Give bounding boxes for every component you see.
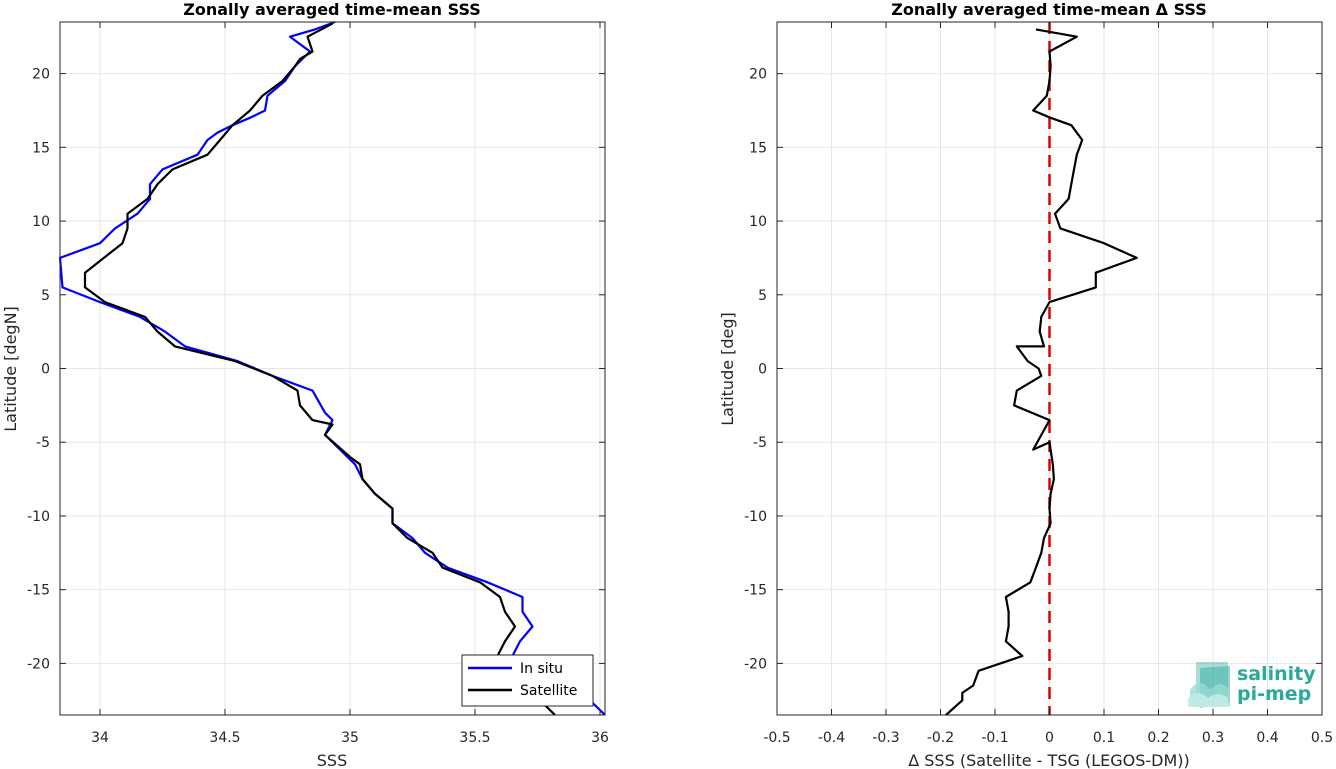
left-x-tick-label-2: 35 [341,730,359,746]
left-x-tick-label-3: 35.5 [459,730,490,746]
right-series-line-delta [945,28,1138,716]
left-y-tick-label-2: -10 [27,509,50,525]
left-series-group [58,20,606,716]
left-y-axis-label: Latitude [degN] [1,306,20,432]
right-x-tick-label-5: 0 [1045,730,1054,746]
right-x-tick-label-4: -0.1 [981,730,1008,746]
right-y-tick-label-1: -15 [744,583,767,599]
right-y-tick-label-3: -5 [753,435,767,451]
right-x-tick-label-0: -0.5 [763,730,790,746]
logo-text-pi-mep: pi-mep [1237,683,1311,705]
legend-label-in-situ: In situ [520,661,563,677]
left-ticks: 34 34.5 35 35.5 36 -20 -15 -10 -5 0 5 10 15 20 [27,22,609,746]
left-y-tick-label-6: 10 [32,214,50,230]
left-x-tick-label-1: 34.5 [209,730,240,746]
left-y-tick-label-1: -15 [27,583,50,599]
right-y-tick-label-4: 0 [758,362,767,378]
right-y-tick-label-8: 20 [749,67,767,83]
right-x-tick-label-6: 0.1 [1093,730,1115,746]
left-series-line-satellite [83,22,556,716]
left-grid [60,22,605,715]
right-panel: -0.5 -0.4 -0.3 -0.2 -0.1 0 0.1 0.2 0.3 0.4 0.5 -20 -… [718,0,1333,769]
left-y-tick-label-3: -5 [36,435,50,451]
salinity-pi-mep-logo: salinity pi-mep [1188,662,1316,708]
right-y-tick-label-6: 10 [749,214,767,230]
right-y-tick-label-5: 5 [758,288,767,304]
logo-text-salinity: salinity [1237,663,1316,685]
right-x-tick-label-1: -0.4 [818,730,845,746]
left-panel: 34 34.5 35 35.5 36 -20 -15 -10 -5 0 5 10 15 20 Zonall… [1,0,609,769]
left-x-tick-label-0: 34 [91,730,109,746]
right-x-tick-label-9: 0.4 [1256,730,1278,746]
right-x-tick-label-2: -0.3 [872,730,899,746]
right-chart-title: Zonally averaged time-mean Δ SSS [891,0,1207,19]
left-x-tick-label-4: 36 [591,730,609,746]
right-y-tick-label-2: -10 [744,509,767,525]
right-x-tick-label-7: 0.2 [1147,730,1169,746]
left-y-tick-label-0: -20 [27,656,50,672]
right-x-tick-label-8: 0.3 [1202,730,1224,746]
right-ticks: -0.5 -0.4 -0.3 -0.2 -0.1 0 0.1 0.2 0.3 0.4 0.5 -20 -… [744,22,1333,746]
right-x-tick-label-10: 0.5 [1311,730,1333,746]
left-y-tick-label-8: 20 [32,67,50,83]
right-y-tick-label-7: 15 [749,140,767,156]
legend-box [461,654,594,707]
left-series-line-in-situ [58,20,606,716]
logo-graphic [1188,662,1230,708]
right-series-group [945,28,1138,716]
right-x-axis-label: Δ SSS (Satellite - TSG (LEGOS-DM)) [908,751,1190,769]
right-x-tick-label-3: -0.2 [927,730,954,746]
left-y-tick-label-4: 0 [41,362,50,378]
legend: In situ Satellite [461,654,594,707]
right-y-axis-label: Latitude [deg] [718,312,737,426]
right-y-tick-label-0: -20 [744,656,767,672]
left-y-tick-label-7: 15 [32,140,50,156]
left-x-axis-label: SSS [317,751,347,769]
legend-label-satellite: Satellite [520,683,577,699]
left-chart-title: Zonally averaged time-mean SSS [183,0,481,19]
left-y-tick-label-5: 5 [41,288,50,304]
